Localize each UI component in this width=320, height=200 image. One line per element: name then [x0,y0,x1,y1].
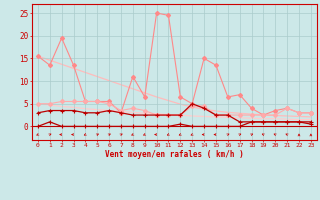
X-axis label: Vent moyen/en rafales ( km/h ): Vent moyen/en rafales ( km/h ) [105,150,244,159]
